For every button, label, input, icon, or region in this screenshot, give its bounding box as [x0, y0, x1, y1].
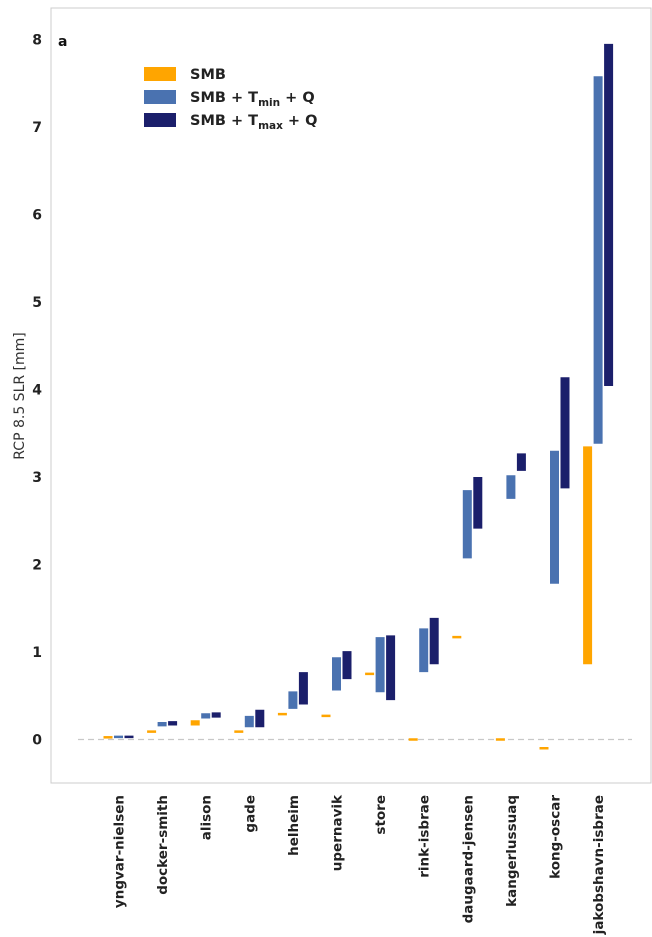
y-tick-label: 3	[32, 470, 42, 486]
bar-tmin-alison	[201, 713, 211, 719]
bar-tmin-gade	[244, 715, 254, 728]
bar-tmax-store	[386, 635, 396, 701]
y-tick-label: 1	[32, 645, 42, 661]
bar-smb-jakobshavn-isbrae	[583, 446, 593, 665]
legend-label-smb: SMB	[190, 67, 226, 83]
bar-tmin-helheim	[288, 691, 298, 709]
bar-tmin-kangerlussuaq	[506, 475, 516, 499]
bars-layer	[103, 43, 614, 750]
legend-label-main: SMB + T	[190, 113, 258, 129]
x-tick-label: kong-oscar	[548, 795, 564, 879]
y-tick-label: 7	[32, 120, 42, 136]
bar-smb-alison	[190, 720, 200, 726]
y-tick-label: 8	[32, 33, 42, 49]
bar-tmin-upernavik	[332, 657, 341, 691]
bar-smb-store	[365, 672, 375, 676]
bar-tmax-jakobshavn-isbrae	[604, 43, 614, 386]
x-tick-label: rink-isbrae	[417, 795, 433, 878]
bar-tmax-upernavik	[342, 651, 352, 680]
x-tick-label: kangerlussuaq	[504, 795, 520, 907]
y-tick-labels: 0 1 2 3 4 5 6 7 8	[32, 33, 42, 749]
y-tick-label: 0	[32, 733, 42, 749]
bar-tmax-alison	[211, 712, 221, 718]
bar-tmax-helheim	[298, 672, 308, 705]
bar-tmin-store	[375, 637, 385, 693]
bar-tmax-kangerlussuaq	[516, 453, 526, 471]
y-axis-label: RCP 8.5 SLR [mm]	[12, 332, 28, 459]
legend-swatch-tmin	[144, 90, 176, 104]
bar-smb-rink-isbrae	[408, 738, 418, 741]
bar-tmax-yngvar-nielsen	[124, 735, 134, 739]
bar-tmin-yngvar-nielsen	[114, 735, 123, 739]
bar-tmin-docker-smith	[157, 722, 167, 727]
legend-label-suffix: + Q	[280, 90, 315, 106]
x-tick-label: yngvar-nielsen	[112, 795, 128, 908]
legend-swatch-smb	[144, 67, 176, 81]
panel-label: a	[58, 34, 67, 50]
x-tick-label: gade	[242, 795, 258, 833]
bar-tmax-gade	[255, 709, 265, 728]
bar-tmin-rink-isbrae	[419, 628, 429, 673]
legend-label-tmax: SMB + Tmax + Q	[190, 113, 317, 132]
legend-label-main: SMB + T	[190, 90, 258, 106]
x-tick-label: daugaard-jensen	[460, 795, 476, 923]
bar-tmax-daugaard-jensen	[473, 477, 483, 529]
x-tick-labels: yngvar-nielsen docker-smith alison gade helh…	[112, 794, 608, 935]
legend-label-main: SMB	[190, 67, 226, 83]
bar-tmax-rink-isbrae	[429, 617, 439, 665]
bar-tmax-kong-oscar	[560, 377, 570, 489]
x-tick-label: jakobshavn-isbrae	[591, 795, 607, 935]
x-tick-label: upernavik	[330, 794, 346, 871]
legend-label-subscript: min	[258, 97, 280, 109]
x-tick-label: store	[373, 795, 389, 835]
bar-smb-yngvar-nielsen	[103, 736, 113, 739]
legend-label-tmin: SMB + Tmin + Q	[190, 90, 315, 109]
bar-smb-gade	[234, 730, 244, 733]
legend-label-suffix: + Q	[283, 113, 318, 129]
y-tick-label: 4	[32, 383, 42, 399]
bar-smb-docker-smith	[147, 730, 157, 733]
legend-label-subscript: max	[258, 120, 283, 132]
y-tick-label: 6	[32, 208, 42, 224]
y-tick-label: 5	[32, 295, 42, 311]
bar-tmin-kong-oscar	[550, 450, 559, 584]
bar-smb-upernavik	[321, 714, 331, 718]
x-tick-label: alison	[199, 795, 215, 840]
bar-tmin-jakobshavn-isbrae	[593, 76, 603, 444]
bar-smb-kangerlussuaq	[495, 738, 505, 741]
x-tick-label: helheim	[286, 795, 302, 856]
bar-smb-kong-oscar	[539, 747, 549, 750]
y-tick-label: 2	[32, 558, 42, 574]
bar-smb-helheim	[277, 712, 287, 716]
legend-swatch-tmax	[144, 113, 176, 127]
bar-tmin-daugaard-jensen	[462, 490, 472, 559]
bar-tmax-docker-smith	[168, 721, 178, 726]
x-tick-label: docker-smith	[155, 795, 171, 895]
bar-smb-daugaard-jensen	[452, 635, 462, 639]
